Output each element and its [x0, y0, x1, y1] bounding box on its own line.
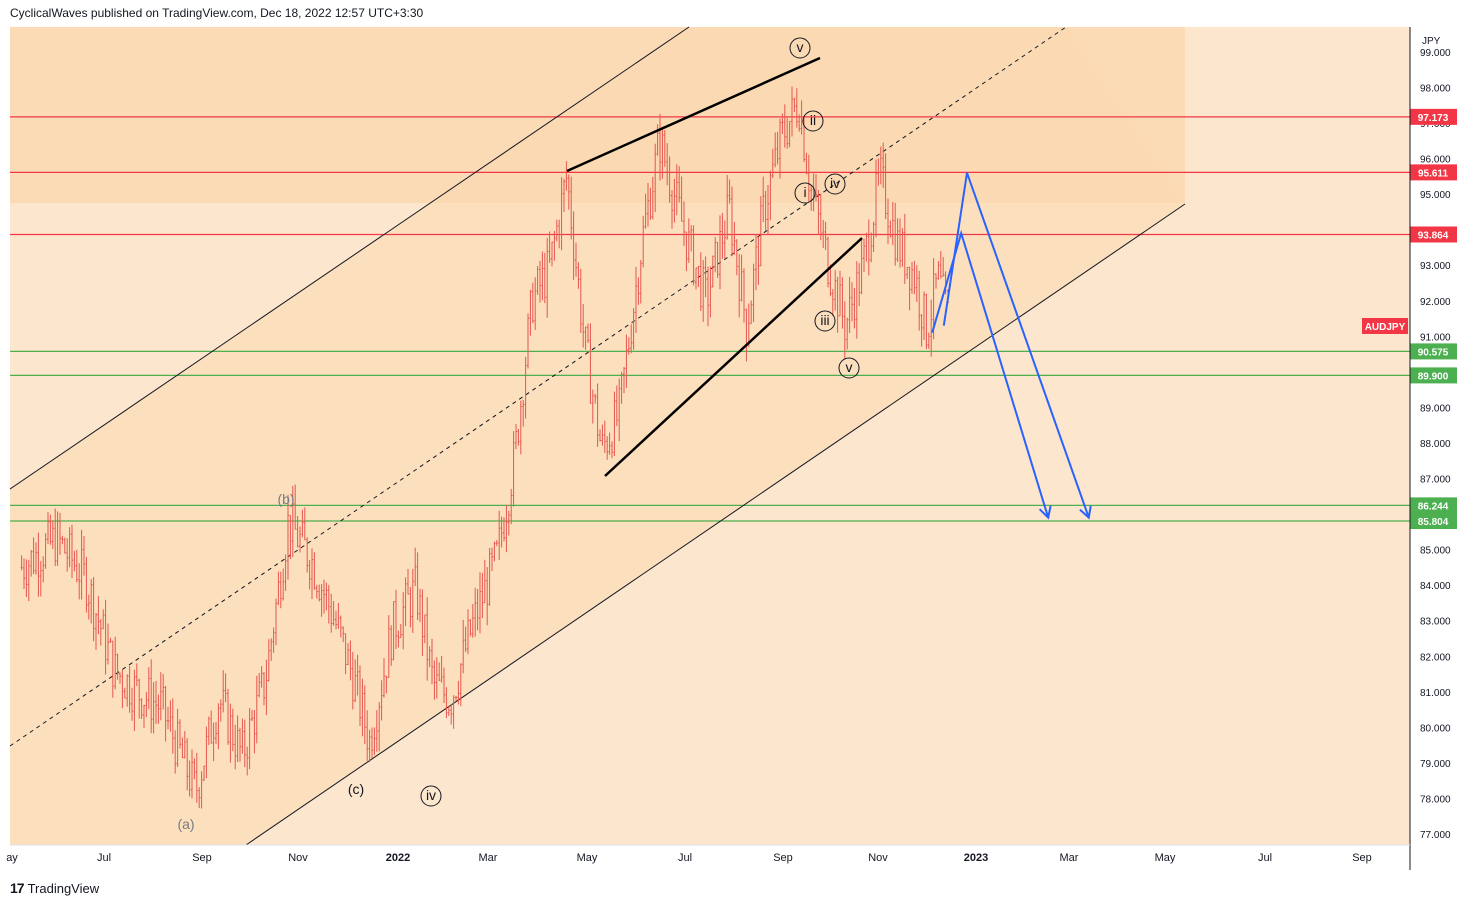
- wedge-upper-line[interactable]: [566, 56, 821, 173]
- price-axis: 99.00098.00097.00096.00095.00094.00093.0…: [1410, 48, 1457, 841]
- time-tick-label: Jul: [1258, 852, 1272, 864]
- wave-label-(b): (b): [277, 491, 294, 507]
- level-tag-text: 90.575: [1418, 347, 1449, 358]
- wave-circle: [420, 785, 442, 807]
- wave-label-iii: iii: [820, 312, 829, 328]
- price-tick-label: 99.000: [1420, 48, 1451, 59]
- level-tag-text: 93.864: [1418, 230, 1449, 241]
- level-tag-97.173: [1410, 108, 1457, 125]
- price-tick-label: 78.000: [1420, 794, 1451, 805]
- time-tick-label: Sep: [773, 852, 793, 864]
- wave-label-(c): (c): [348, 781, 364, 797]
- wave-label-(a): (a): [177, 816, 194, 832]
- price-tick-label: 89.000: [1420, 403, 1451, 414]
- level-tag-text: 85.804: [1418, 517, 1449, 528]
- wave-label-iv: iv: [426, 787, 436, 803]
- wave-label-iv: iv: [830, 175, 840, 191]
- time-tick-label: May: [1155, 852, 1176, 864]
- horizontal-levels: [10, 116, 1410, 522]
- projection-path-1-head: [1079, 505, 1092, 520]
- price-tick-label: 96.000: [1420, 155, 1451, 166]
- price-tick-label: 81.000: [1420, 688, 1451, 699]
- level-tag-93.864: [1410, 226, 1457, 243]
- symbol-tag: AUDJPY: [1362, 318, 1408, 334]
- time-tick-label: Mar: [479, 852, 498, 864]
- wave-label-v: v: [797, 39, 804, 55]
- price-tick-label: 92.000: [1420, 297, 1451, 308]
- wave-label-v: v: [846, 359, 853, 375]
- price-tick-label: 80.000: [1420, 723, 1451, 734]
- price-tick-label: 98.000: [1420, 83, 1451, 94]
- level-tag-text: 97.173: [1418, 113, 1449, 124]
- price-tick-label: 87.000: [1420, 475, 1451, 486]
- svg-text:AUDJPY: AUDJPY: [1365, 322, 1406, 333]
- publish-info: CyclicalWaves published on TradingView.c…: [10, 6, 424, 20]
- price-tick-label: 79.000: [1420, 759, 1451, 770]
- level-tag-85.804: [1410, 513, 1457, 530]
- price-tick-label: 88.000: [1420, 439, 1451, 450]
- time-tick-label: Nov: [868, 852, 888, 864]
- channel-midline[interactable]: [9, 26, 1067, 747]
- projection-path-1[interactable]: [942, 172, 1090, 518]
- level-tag-89.900: [1410, 367, 1457, 384]
- projection-path-2-head: [1038, 505, 1052, 520]
- candles: [20, 86, 949, 809]
- wedge-lower-line[interactable]: [604, 237, 863, 477]
- price-tick-label: 83.000: [1420, 617, 1451, 628]
- time-tick-label: Jul: [678, 852, 692, 864]
- level-tag-95.611: [1410, 164, 1457, 181]
- time-tick-label: Nov: [288, 852, 308, 864]
- time-tick-label: Mar: [1060, 852, 1079, 864]
- time-tick-label: 2022: [386, 852, 410, 864]
- price-tick-label: 95.000: [1420, 190, 1451, 201]
- wave-label-ii: ii: [810, 112, 816, 128]
- level-tag-text: 89.900: [1418, 371, 1449, 382]
- price-tick-label: 93.000: [1420, 261, 1451, 272]
- price-tick-label: 82.000: [1420, 652, 1451, 663]
- time-tick-label: May: [577, 852, 598, 864]
- time-tick-label: Jul: [97, 852, 111, 864]
- level-tag-text: 95.611: [1418, 168, 1448, 179]
- brand-footer: 17 TradingView: [10, 880, 99, 896]
- wave-label-i: i: [803, 184, 806, 200]
- projection-path-2[interactable]: [931, 229, 1050, 518]
- currency-label: JPY: [1422, 36, 1441, 47]
- price-tick-label: 85.000: [1420, 546, 1451, 557]
- wave-circle: [794, 182, 816, 204]
- level-tag-86.244: [1410, 497, 1457, 514]
- tradingview-logo-icon: 17: [10, 880, 25, 896]
- price-tick-label: 84.000: [1420, 581, 1451, 592]
- channel-upper-line[interactable]: [9, 26, 690, 490]
- wave-circle: [824, 173, 846, 195]
- price-tick-label: 77.000: [1420, 830, 1451, 841]
- time-axis: ay Jul Sep Nov 2022 Mar May Jul Sep Nov 2023 Mar May…: [6, 852, 1372, 864]
- wave-circle: [789, 37, 811, 59]
- level-tag-90.575: [1410, 343, 1457, 360]
- brand-name: TradingView: [27, 880, 100, 896]
- wave-circle: [802, 110, 824, 132]
- time-tick-label: Sep: [1352, 852, 1372, 864]
- time-tick-label: 2023: [964, 852, 988, 864]
- time-tick-label: ay: [6, 852, 18, 864]
- channel-lower-line[interactable]: [245, 203, 1186, 846]
- time-tick-label: Sep: [192, 852, 212, 864]
- projection-arrows: [931, 172, 1092, 520]
- level-tag-text: 86.244: [1418, 501, 1449, 512]
- wave-circle: [814, 310, 836, 332]
- wave-circle: [838, 357, 860, 379]
- price-tick-label: 91.000: [1420, 332, 1451, 343]
